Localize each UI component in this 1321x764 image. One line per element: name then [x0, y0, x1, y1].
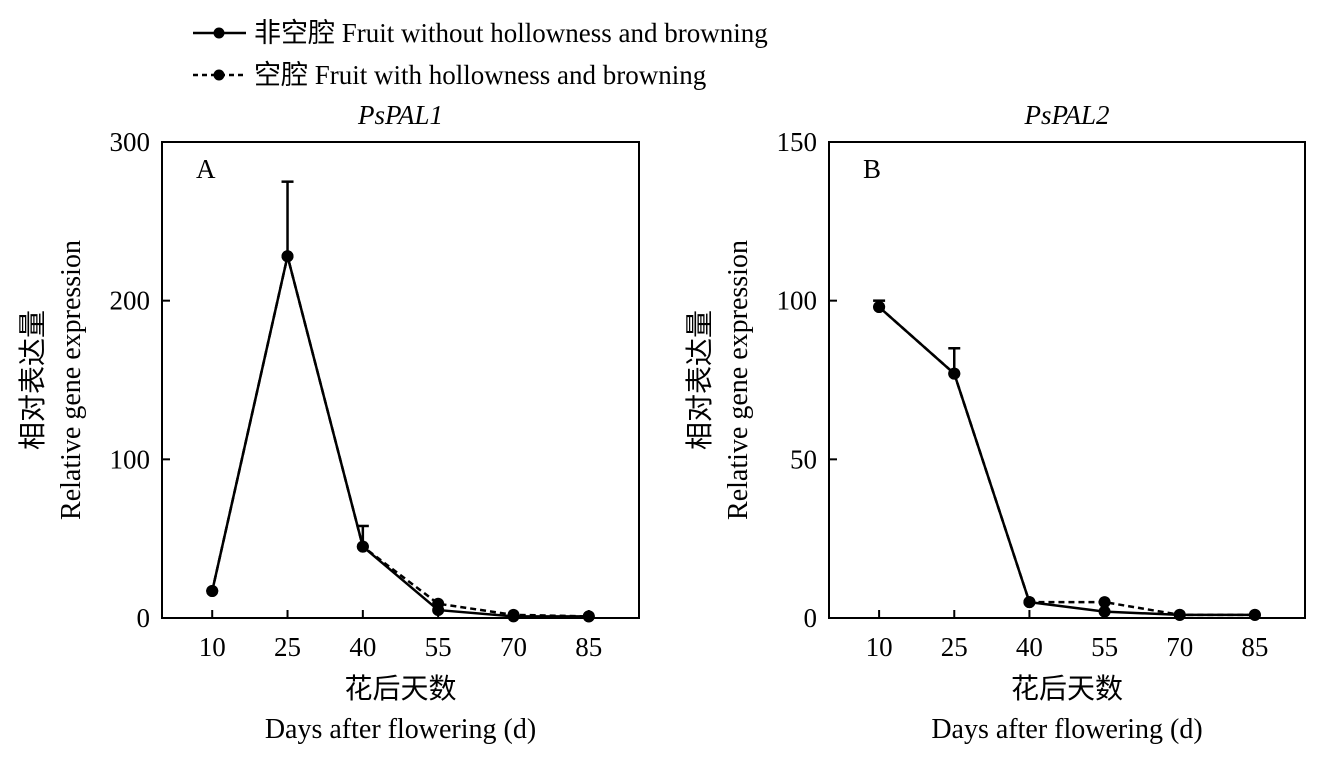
y-tick-label: 50	[790, 444, 817, 474]
y-axis-label: Relative gene expression	[723, 240, 754, 520]
y-axis-label-cn: 相对表达量	[684, 310, 716, 450]
x-axis-label: Days after flowering (d)	[265, 714, 536, 745]
y-tick-label: 100	[110, 444, 151, 474]
x-tick-label: 10	[866, 632, 893, 662]
x-axis-label: Days after flowering (d)	[931, 714, 1202, 745]
y-tick-label: 0	[804, 603, 818, 633]
x-tick-label: 70	[500, 632, 527, 662]
y-tick-label: 100	[777, 286, 818, 316]
legend-label-solid-cn: 非空腔	[254, 18, 335, 48]
panel-label: A	[196, 154, 216, 184]
x-tick-label: 40	[1016, 632, 1043, 662]
x-tick-label: 25	[274, 632, 301, 662]
y-axis-label: Relative gene expression	[56, 240, 87, 520]
chart-title: PsPAL2	[1023, 100, 1109, 130]
series-line-dashed	[878, 306, 1255, 617]
data-point-solid	[1248, 608, 1261, 621]
x-tick-label: 85	[1241, 632, 1268, 662]
legend-marker-dashed	[213, 69, 225, 81]
data-point-solid	[582, 610, 595, 623]
legend-label-solid-en: Fruit without hollowness and browning	[342, 18, 768, 48]
x-tick-label: 40	[349, 632, 376, 662]
legend-label-solid: 非空腔 Fruit without hollowness and brownin…	[254, 18, 768, 48]
x-tick-label: 55	[425, 632, 452, 662]
y-tick-label: 300	[110, 127, 151, 157]
plot-frame	[161, 141, 640, 619]
data-point-solid	[507, 610, 520, 623]
data-point-solid	[356, 540, 369, 553]
x-tick-label: 70	[1166, 632, 1193, 662]
data-point-solid	[281, 250, 294, 263]
legend-marker-solid	[213, 27, 225, 39]
series-line-solid	[878, 306, 1255, 617]
legend-label-dashed-en: Fruit with hollowness and browning	[315, 60, 707, 90]
x-axis-label-cn: 花后天数	[1011, 673, 1123, 705]
data-point-solid	[1098, 605, 1111, 618]
y-tick-label: 200	[110, 286, 151, 316]
panel-a: PsPAL1 A 0 100 200 300 10 25 40 55 70 85 花后天数 Days af…	[17, 100, 640, 745]
legend-label-dashed: 空腔 Fruit with hollowness and browning	[254, 60, 706, 90]
data-point-solid	[948, 367, 961, 380]
panel-b: PsPAL2 B 0 50 100 150 10 25 40 55 70 85 花后天数 Days aft…	[684, 100, 1306, 745]
data-point-solid	[206, 585, 219, 598]
legend: 非空腔 Fruit without hollowness and brownin…	[193, 18, 768, 90]
series-line-dashed	[210, 254, 589, 618]
x-axis-label-cn: 花后天数	[344, 673, 456, 705]
series-line-solid	[210, 254, 589, 618]
chart-title: PsPAL1	[357, 100, 443, 130]
y-tick-label: 150	[777, 127, 818, 157]
y-tick-label: 0	[137, 603, 151, 633]
legend-label-dashed-cn: 空腔	[254, 60, 308, 90]
x-tick-label: 85	[575, 632, 602, 662]
data-point-solid	[1023, 596, 1036, 609]
legend-item-dashed: 空腔 Fruit with hollowness and browning	[193, 60, 706, 90]
x-tick-label: 25	[941, 632, 968, 662]
data-point-solid	[873, 301, 886, 314]
x-tick-label: 55	[1091, 632, 1118, 662]
data-point-solid	[1173, 608, 1186, 621]
y-axis-label-cn: 相对表达量	[17, 310, 49, 450]
x-tick-label: 10	[199, 632, 226, 662]
plot-frame	[828, 141, 1306, 619]
legend-item-solid: 非空腔 Fruit without hollowness and brownin…	[193, 18, 768, 48]
panel-label: B	[863, 154, 881, 184]
data-point-dashed	[1098, 596, 1111, 609]
data-point-solid	[432, 604, 445, 617]
